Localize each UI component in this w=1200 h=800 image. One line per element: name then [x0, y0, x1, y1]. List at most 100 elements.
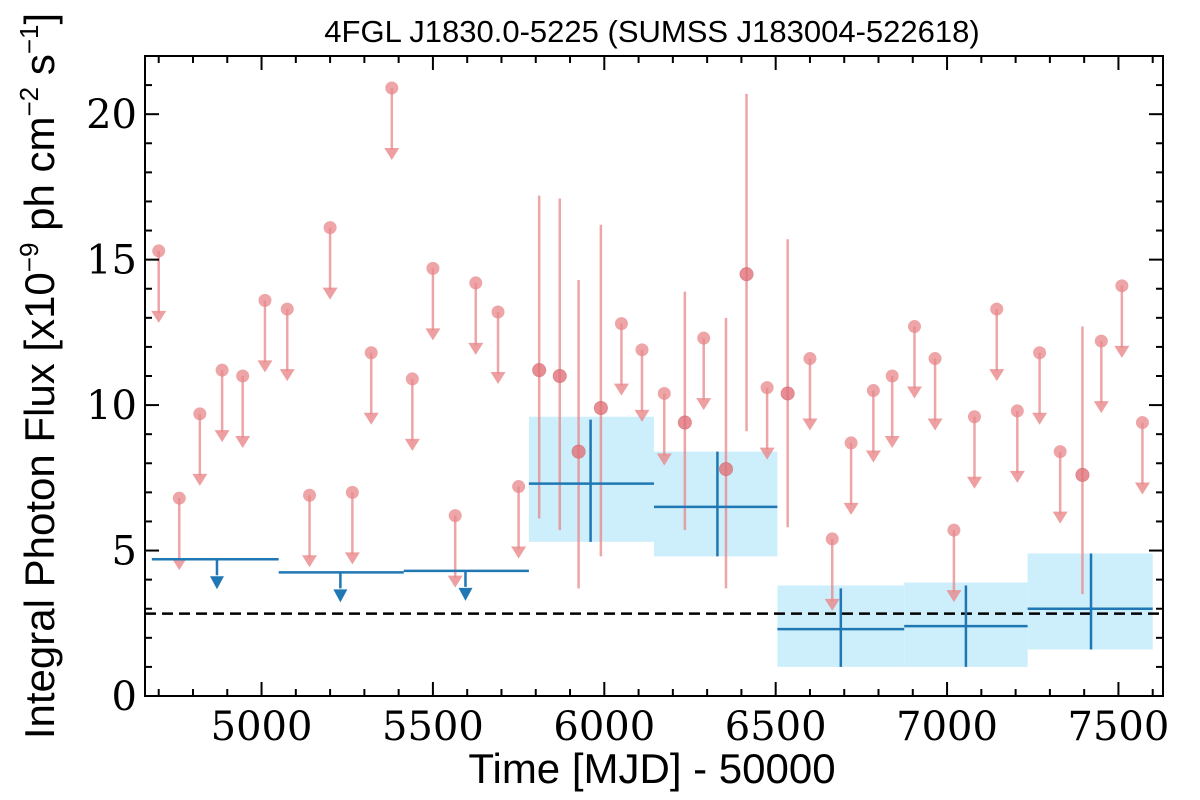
upper-limit-arrow	[989, 369, 1005, 382]
x-tick-label: 7500	[1068, 704, 1170, 750]
upper-limit-marker	[1053, 445, 1067, 459]
upper-limit-marker	[469, 276, 483, 290]
upper-limit-arrow	[344, 552, 360, 565]
upper-limit-marker	[635, 343, 649, 357]
upper-limit-arrow	[1114, 345, 1130, 358]
x-tick-label: 6500	[725, 704, 827, 750]
y-axis-label-part: −9	[14, 243, 44, 273]
upper-limit-arrow	[843, 502, 859, 515]
upper-limit-arrow	[322, 287, 338, 300]
upper-limit-marker	[885, 369, 899, 383]
upper-limit-marker	[1115, 279, 1129, 293]
upper-limit-arrow	[927, 418, 943, 431]
x-axis-label: Time [MJD] - 50000	[468, 745, 835, 792]
upper-limit-arrow	[279, 369, 295, 382]
y-axis-label-part: −1	[14, 25, 44, 55]
upper-limit-marker	[152, 244, 166, 258]
y-tick-label: 5	[112, 529, 137, 575]
upper-limit-marker	[215, 363, 229, 377]
detection-marker	[718, 462, 733, 477]
detection-marker	[571, 444, 586, 459]
upper-limit-arrow	[447, 575, 463, 588]
upper-limit-arrow	[1093, 401, 1109, 414]
x-tick-label: 7000	[896, 704, 998, 750]
upper-limit-marker	[907, 320, 921, 334]
upper-limit-arrow	[192, 473, 208, 486]
upper-limit-arrow	[1134, 482, 1150, 495]
y-axis-label-part: s	[16, 54, 63, 87]
detection-marker	[677, 415, 692, 430]
y-tick-label: 10	[86, 383, 137, 429]
upper-limit-arrow	[613, 383, 629, 396]
upper-limit-marker	[280, 302, 294, 316]
x-tick-label: 6000	[553, 704, 655, 750]
y-axis-label-part: Integral Photon Flux [x10	[16, 272, 63, 739]
upper-limit-marker	[1010, 404, 1024, 418]
detection-marker	[593, 401, 608, 415]
short-bin-series	[151, 81, 1150, 611]
upper-limit-marker	[1135, 416, 1149, 430]
upper-limit-arrow	[1009, 470, 1025, 483]
upper-limit-marker	[172, 491, 186, 505]
y-tick-label: 15	[86, 238, 137, 284]
upper-limit-arrow	[214, 430, 230, 443]
upper-limit-marker	[825, 532, 839, 546]
upper-limit-marker	[426, 261, 440, 275]
upper-limit-arrow	[257, 360, 273, 373]
upper-limit-arrow	[384, 148, 400, 160]
upper-limit-arrow	[634, 409, 650, 422]
upper-limit-arrow	[906, 386, 922, 399]
y-tick-label: 20	[86, 92, 137, 138]
upper-limit-arrow	[511, 546, 527, 559]
long-upper-limit-arrow	[333, 589, 348, 603]
upper-limit-arrow	[946, 590, 962, 603]
x-tick-label: 5500	[382, 704, 484, 750]
upper-limit-marker	[512, 480, 526, 494]
detection-marker	[1075, 467, 1090, 482]
upper-limit-arrow	[425, 328, 441, 341]
upper-limit-arrow	[1052, 511, 1068, 524]
upper-limit-arrow	[302, 555, 318, 568]
error-band	[654, 451, 778, 557]
upper-limit-marker	[258, 293, 272, 307]
upper-limit-arrow	[824, 598, 840, 611]
upper-limit-arrow	[884, 436, 900, 448]
x-tick-label: 5000	[211, 704, 313, 750]
upper-limit-marker	[657, 386, 671, 400]
upper-limit-marker	[1094, 334, 1108, 348]
upper-limit-marker	[990, 302, 1004, 316]
upper-limit-marker	[405, 372, 419, 386]
upper-limit-arrow	[1032, 412, 1048, 425]
long-upper-limit-arrow	[458, 587, 473, 601]
upper-limit-arrow	[802, 418, 818, 431]
long-bin-series	[151, 419, 1153, 667]
upper-limit-marker	[928, 352, 942, 366]
upper-limit-marker	[1033, 346, 1047, 360]
upper-limit-arrow	[235, 436, 251, 448]
upper-limit-arrow	[759, 447, 775, 460]
long-upper-limit-arrow	[209, 576, 224, 590]
upper-limit-arrow	[468, 342, 484, 355]
upper-limit-marker	[364, 346, 378, 360]
axes	[144, 55, 1164, 697]
detection-marker	[552, 369, 567, 383]
upper-limit-marker	[323, 221, 337, 235]
detection-marker	[739, 267, 754, 282]
upper-limit-marker	[844, 436, 858, 450]
upper-limit-marker	[236, 369, 250, 383]
upper-limit-marker	[345, 485, 359, 499]
upper-limit-marker	[303, 488, 317, 502]
upper-limit-arrow	[865, 450, 881, 463]
upper-limit-marker	[967, 410, 981, 424]
upper-limit-marker	[491, 305, 505, 319]
y-axis-label-part: −2	[14, 87, 44, 117]
detection-marker	[780, 386, 795, 401]
upper-limit-arrow	[490, 372, 506, 384]
upper-limit-arrow	[363, 412, 379, 425]
upper-limit-marker	[866, 384, 880, 398]
y-axis-label-part: ]	[16, 13, 63, 25]
x-tick-labels: 5000 5500 6000 6500 7000 7500	[211, 704, 1170, 750]
upper-limit-arrow	[696, 398, 712, 411]
upper-limit-arrow	[171, 558, 187, 571]
